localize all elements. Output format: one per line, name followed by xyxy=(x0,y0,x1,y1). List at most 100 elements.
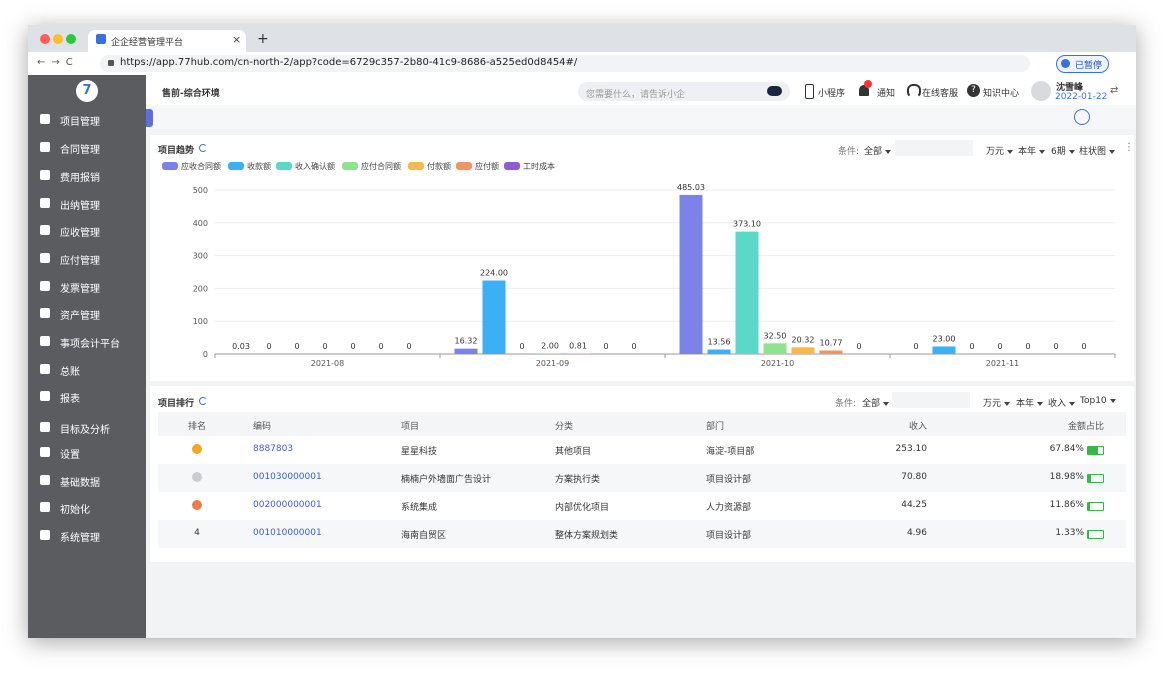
filter-scope[interactable]: 全部 xyxy=(862,396,889,409)
sub-bar xyxy=(146,105,1136,129)
menu-item[interactable]: 应收管理 xyxy=(60,228,100,239)
department: 项目设计部 xyxy=(706,475,752,485)
more-icon[interactable]: ⋮ xyxy=(1124,142,1134,153)
menu-item[interactable]: 目标及分析 xyxy=(60,425,110,436)
url-text[interactable]: https://app.77hub.com/cn-north-2/app?cod… xyxy=(120,57,578,68)
code-link[interactable]: 001030000001 xyxy=(253,472,322,482)
share-label: 18.98% xyxy=(1049,472,1084,482)
department: 项目设计部 xyxy=(706,531,752,541)
value-label: 0 xyxy=(406,342,411,351)
project: 海南自贸区 xyxy=(401,531,447,541)
filter-kind[interactable]: 柱状图 xyxy=(1079,144,1115,157)
close-dot[interactable] xyxy=(40,34,50,44)
notify-badge xyxy=(864,80,872,88)
legend-swatch xyxy=(228,162,244,170)
refresh-icon[interactable] xyxy=(199,144,207,152)
menu-icon xyxy=(40,308,50,318)
sub-tab[interactable] xyxy=(146,109,153,127)
filter-year[interactable]: 本年 xyxy=(1016,396,1043,409)
user-name[interactable]: 沈雪峰 xyxy=(1056,83,1084,93)
value-label: 0 xyxy=(350,342,355,351)
active-tab[interactable] xyxy=(88,30,246,52)
battery xyxy=(1087,474,1104,483)
menu-item[interactable]: 初始化 xyxy=(60,505,90,516)
filter-unit[interactable]: 万元 xyxy=(986,144,1013,157)
profile-icon xyxy=(1061,59,1070,68)
code-link[interactable]: 002000000001 xyxy=(253,500,322,510)
headset-icon xyxy=(907,84,921,98)
filter-label: 条件: xyxy=(838,147,860,157)
code-link[interactable]: 001010000001 xyxy=(253,528,322,538)
menu-item[interactable]: 资产管理 xyxy=(60,311,100,322)
help-icon: ? xyxy=(967,84,980,97)
chart: 0 100 200 300 400 500 应收合同额 收款额 收入确认额 应付合同额 付款额 应付额… xyxy=(162,161,1116,368)
notify[interactable]: 通知 xyxy=(877,89,896,99)
revenue: 44.25 xyxy=(901,500,927,510)
value-label: 10.77 xyxy=(820,338,843,347)
share-label: 67.84% xyxy=(1049,444,1084,454)
settings-icon[interactable] xyxy=(1074,109,1090,125)
bar xyxy=(932,346,956,354)
battery xyxy=(1087,502,1104,511)
filter-top[interactable]: Top10 xyxy=(1080,396,1116,406)
tab-close[interactable]: × xyxy=(232,33,242,46)
filter-input[interactable] xyxy=(892,392,970,408)
rank: 4 xyxy=(194,528,200,538)
legend-swatch xyxy=(276,162,292,170)
value-label: 0.03 xyxy=(232,342,250,351)
menu-item[interactable]: 总账 xyxy=(60,367,80,378)
paused-pill[interactable] xyxy=(1056,55,1109,73)
menu-item[interactable]: 基础数据 xyxy=(60,478,100,489)
menu-item[interactable]: 应付管理 xyxy=(60,256,100,267)
search-box[interactable] xyxy=(578,82,790,101)
url-field[interactable] xyxy=(100,55,1030,72)
category: 方案执行类 xyxy=(555,475,601,485)
menu-item[interactable]: 项目管理 xyxy=(60,117,100,128)
menu-item[interactable]: 设置 xyxy=(60,450,80,461)
nav-buttons[interactable]: ←→C xyxy=(37,57,79,68)
y-tick-label: 0 xyxy=(203,350,208,359)
knowledge[interactable]: 知识中心 xyxy=(983,89,1020,99)
filter-metric[interactable]: 收入 xyxy=(1048,396,1075,409)
legend-label: 应收合同额 xyxy=(181,161,221,171)
bar xyxy=(482,280,506,354)
code-link[interactable]: 8887803 xyxy=(253,444,294,454)
battery-fill xyxy=(1088,447,1099,454)
row-bg xyxy=(158,520,1126,548)
avatar[interactable] xyxy=(1031,81,1051,101)
table-header-bg xyxy=(158,412,1126,436)
max-dot[interactable] xyxy=(66,34,76,44)
value-label: 0 xyxy=(1053,342,1058,351)
sidebar xyxy=(28,75,146,638)
value-label: 23.00 xyxy=(933,334,956,343)
switch-icon[interactable]: ⇄ xyxy=(1110,85,1119,96)
filter-input[interactable] xyxy=(895,140,973,156)
service[interactable]: 在线客服 xyxy=(922,89,959,99)
filter-periods[interactable]: 6期 xyxy=(1051,144,1075,157)
filter-scope[interactable]: 全部 xyxy=(864,144,891,157)
value-label: 32.50 xyxy=(764,331,787,340)
menu-item[interactable]: 系统管理 xyxy=(60,533,100,544)
y-tick-label: 100 xyxy=(193,317,208,326)
env-name[interactable]: 售前-综合环境 xyxy=(162,89,220,99)
menu-item[interactable]: 发票管理 xyxy=(60,284,100,295)
menu-item[interactable]: 报表 xyxy=(60,394,80,405)
filter-unit[interactable]: 万元 xyxy=(983,396,1010,409)
x-tick-label: 2021-10 xyxy=(761,359,794,368)
menu-item[interactable]: 费用报销 xyxy=(60,173,100,184)
mini-program[interactable]: 小程序 xyxy=(818,89,846,99)
project: 系统集成 xyxy=(401,503,438,513)
min-dot[interactable] xyxy=(53,34,63,44)
revenue: 4.96 xyxy=(906,528,927,538)
menu-item[interactable]: 合同管理 xyxy=(60,145,100,156)
value-label: 0 xyxy=(997,342,1002,351)
value-label: 0 xyxy=(294,342,299,351)
refresh-icon[interactable] xyxy=(199,397,207,405)
value-label: 20.32 xyxy=(792,335,815,344)
menu-item[interactable]: 出纳管理 xyxy=(60,201,100,212)
menu-item[interactable]: 事项会计平台 xyxy=(60,339,120,350)
robot-icon[interactable] xyxy=(767,86,782,96)
menu-icon xyxy=(40,170,50,180)
filter-year[interactable]: 本年 xyxy=(1018,144,1045,157)
new-tab[interactable]: + xyxy=(257,31,269,47)
